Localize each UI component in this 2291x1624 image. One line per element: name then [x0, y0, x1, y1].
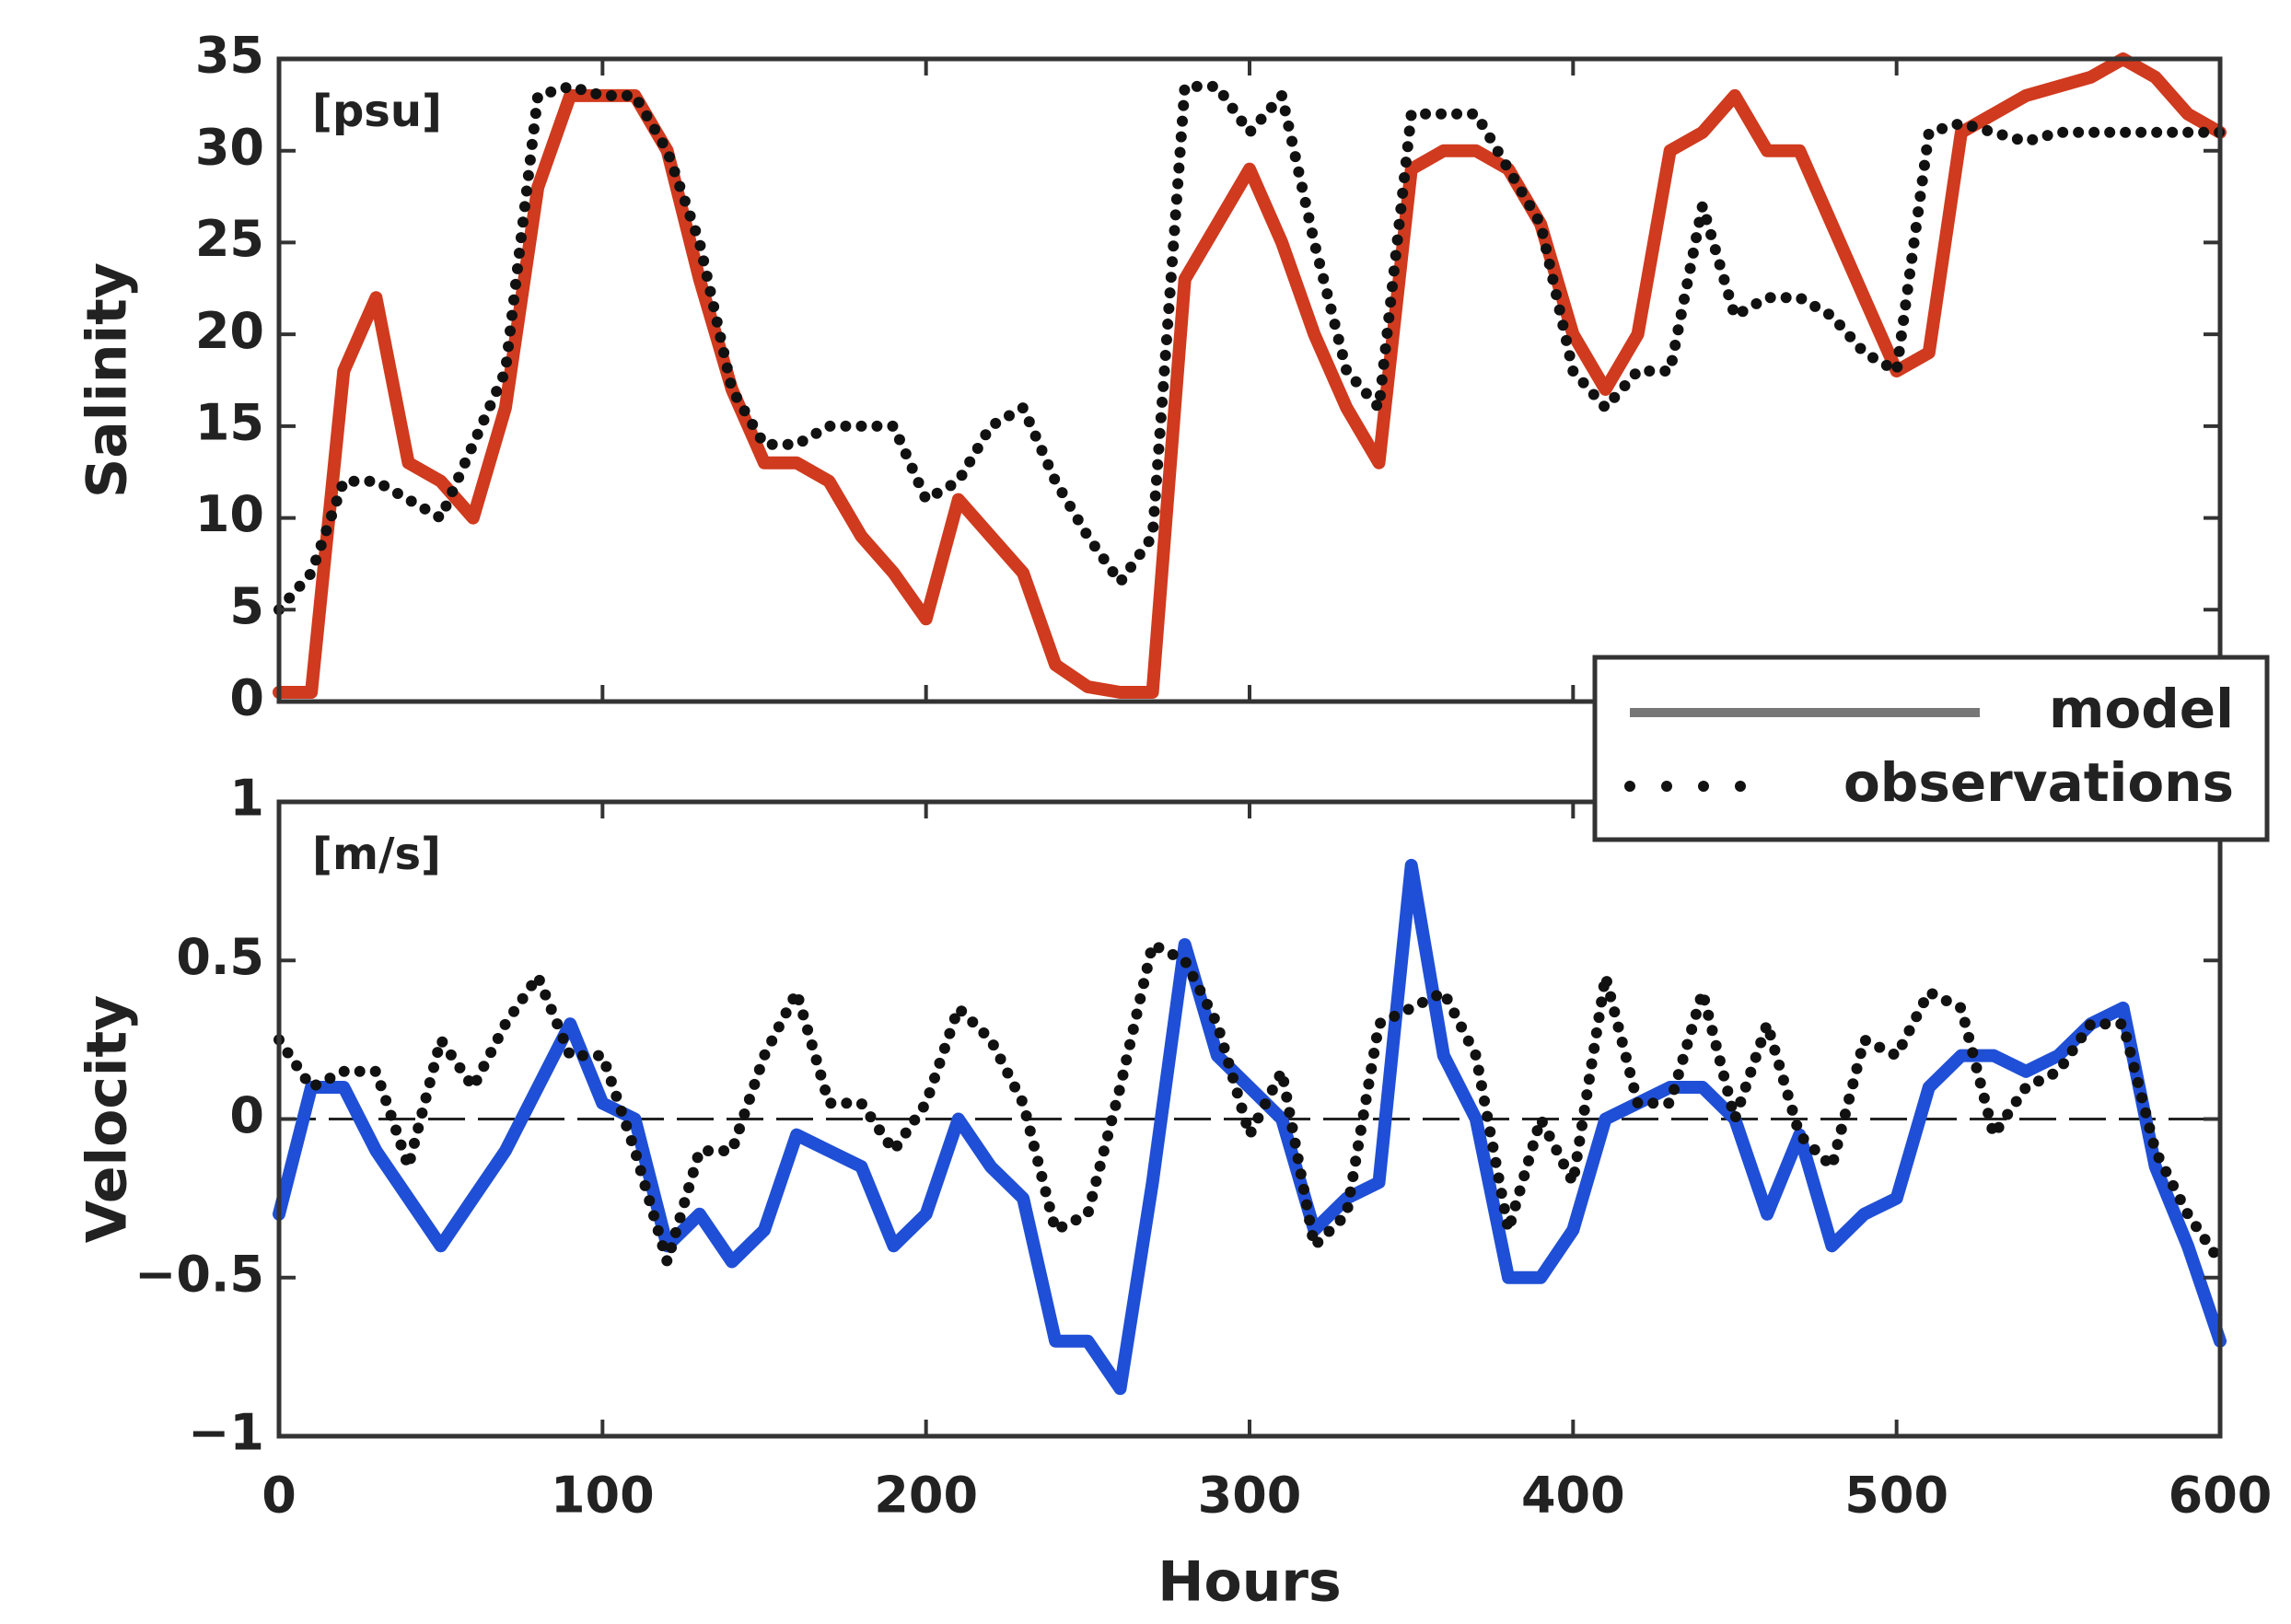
y-tick-label: 10 [195, 485, 264, 543]
annotation: [m/s] [312, 829, 441, 880]
legend-label: observations [1843, 751, 2234, 814]
legend-box [1592, 655, 2270, 842]
y-tick-label: 0 [229, 1086, 264, 1144]
subplot: 0 5 10 15 20 25 30 35 Salinity [psu] [76, 27, 2227, 727]
x-tick-label: 200 [874, 1467, 978, 1525]
x-tick-label: 300 [1198, 1467, 1302, 1525]
x-tick-label: 600 [2169, 1467, 2273, 1525]
x-tick-label: 400 [1521, 1467, 1625, 1525]
y-tick-label: 5 [229, 577, 264, 635]
legend-label: model [2049, 678, 2234, 740]
legend: model observations [1592, 655, 2270, 842]
y-axis-label: Velocity [76, 995, 140, 1244]
y-tick-label: 0.5 [176, 928, 264, 986]
x-tick-label: 100 [551, 1467, 655, 1525]
annotation: [psu] [312, 86, 442, 137]
y-axis-label: Salinity [76, 262, 140, 498]
subplot: −1 −0.5 0 0.5 1 0 100 200 300 400 500 600 Velocity [m… [76, 770, 2273, 1615]
y-tick-label: −0.5 [134, 1245, 264, 1303]
y-tick-label: 35 [195, 27, 264, 85]
x-tick-label: 500 [1844, 1467, 1948, 1525]
y-tick-label: 25 [195, 210, 264, 268]
model-line [273, 858, 2227, 1396]
y-tick-label: 30 [195, 118, 264, 176]
x-tick-label: 0 [262, 1467, 297, 1525]
y-tick-label: 15 [195, 393, 264, 451]
y-tick-label: 20 [195, 302, 264, 360]
y-tick-label: −1 [188, 1404, 264, 1462]
y-tick-label: 0 [229, 669, 264, 727]
y-tick-label: 1 [229, 770, 264, 828]
axes-frame [276, 56, 2223, 704]
observation-line [273, 80, 2226, 616]
x-axis-label: Hours [1157, 1550, 1341, 1615]
observation-line [273, 939, 2226, 1268]
